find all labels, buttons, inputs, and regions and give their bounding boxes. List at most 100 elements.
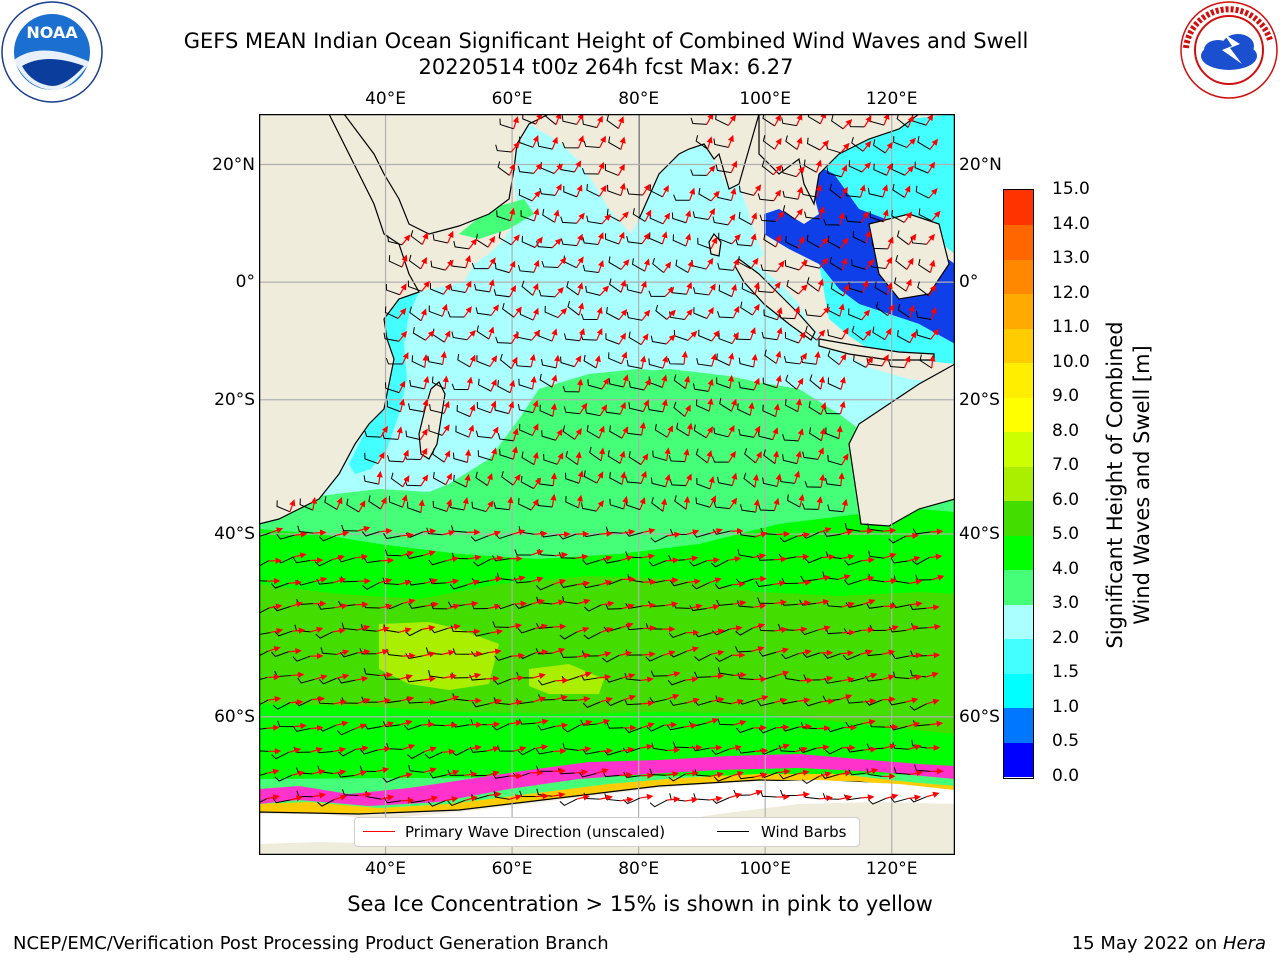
wave-arrow-head	[618, 116, 624, 124]
wave-arrow-head	[448, 748, 456, 755]
wave-arrow-head	[619, 332, 626, 340]
wind-barb	[852, 230, 867, 244]
wave-arrow-head	[470, 771, 478, 778]
wind-barb	[890, 797, 908, 803]
wind-barb	[718, 332, 733, 345]
wave-arrow-head	[839, 400, 846, 408]
wave-arrow-head	[396, 426, 403, 434]
wind-barb	[736, 600, 754, 608]
wind-barb	[609, 471, 623, 485]
wave-arrow-head	[559, 747, 567, 755]
wind-barb	[871, 242, 888, 250]
wave-arrow-head	[536, 236, 543, 244]
wave-arrow-head	[597, 471, 604, 479]
wind-barb	[274, 630, 293, 637]
wind-barb	[404, 453, 421, 460]
wind-barb	[272, 702, 291, 710]
wind-barb	[542, 208, 555, 223]
wave-arrow-head	[728, 424, 735, 433]
wave-arrow-head	[294, 747, 302, 754]
wave-arrow-head	[863, 309, 871, 317]
wave-arrow-head	[400, 330, 408, 338]
wind-barb	[589, 446, 602, 462]
wind-barb	[717, 262, 734, 271]
wave-arrow-head	[276, 627, 284, 635]
wind-barb	[447, 311, 465, 318]
wind-barb	[909, 603, 927, 610]
wind-barb	[693, 307, 708, 319]
wave-arrow-head	[761, 695, 769, 702]
wave-arrow-head	[274, 748, 282, 755]
wave-arrow-head	[606, 530, 614, 537]
wave-arrow-head	[554, 354, 561, 362]
wind-barb	[452, 452, 468, 463]
wind-barb	[917, 281, 930, 297]
wind-barb	[583, 631, 601, 640]
wind-barb	[491, 723, 510, 731]
wind-barb	[473, 558, 491, 567]
wave-arrow-head	[775, 473, 782, 481]
wave-arrow-head	[690, 722, 698, 729]
wind-barb	[603, 626, 622, 633]
wave-arrow-head	[640, 470, 647, 478]
wave-arrow-head	[889, 696, 896, 703]
wave-arrow-head	[428, 651, 436, 658]
colorbar-tick-label: 10.0	[1052, 351, 1090, 372]
wave-arrow-head	[822, 140, 829, 147]
wave-arrow-head	[429, 676, 437, 683]
wave-arrow-head	[714, 577, 722, 584]
wind-barb	[341, 524, 358, 532]
wind-barb	[848, 160, 863, 173]
wave-arrow-head	[847, 676, 855, 683]
wave-arrow-head	[577, 282, 584, 290]
wave-arrow-head	[759, 603, 767, 610]
wind-barb	[696, 358, 712, 367]
wind-barb	[609, 278, 622, 293]
wave-arrow-head	[476, 721, 483, 728]
ocean-6to7m-patch	[379, 622, 604, 694]
wave-arrow-head	[298, 627, 306, 634]
wave-arrow-head	[841, 498, 848, 506]
wind-barb	[536, 583, 554, 591]
wave-arrow-head	[446, 498, 453, 506]
wave-arrow-head	[403, 234, 411, 242]
wave-arrow-head	[847, 553, 855, 561]
wave-arrow-head	[340, 603, 348, 610]
wind-barb	[471, 262, 489, 270]
wave-arrow-head	[911, 625, 919, 632]
wave-arrow-head	[363, 648, 371, 656]
wind-barb	[843, 579, 862, 586]
wave-arrow-head	[797, 377, 804, 385]
wave-arrow-head	[713, 330, 720, 338]
wave-arrow-head	[376, 470, 383, 478]
wave-arrow-head	[604, 213, 611, 221]
wind-barb	[337, 771, 355, 778]
colorbar-title: Significant Height of Combined Wind Wave…	[1102, 275, 1162, 695]
wind-barb	[831, 114, 844, 130]
wave-arrow-head	[836, 425, 843, 433]
wind-barb	[518, 378, 533, 390]
colorbar-tick-label: 5.0	[1052, 524, 1080, 545]
wave-arrow-head	[443, 424, 450, 432]
wind-barb	[519, 136, 534, 148]
wave-arrow-head	[601, 768, 609, 775]
wind-barb	[456, 405, 471, 418]
wind-barb	[582, 748, 600, 755]
wind-barb	[432, 501, 447, 512]
wind-barb	[830, 282, 844, 297]
wind-barb	[607, 450, 621, 464]
land-madagascar	[418, 381, 446, 460]
wind-barb	[583, 470, 598, 484]
wind-barb	[784, 259, 800, 271]
wind-barb	[695, 448, 708, 464]
wave-arrow-head	[685, 233, 692, 241]
wave-arrow-head	[796, 136, 803, 144]
wave-arrow-head	[754, 425, 761, 433]
wind-barb	[426, 527, 443, 536]
wave-arrow-head	[802, 769, 810, 776]
wave-arrow-head	[554, 238, 562, 246]
wave-arrow-head	[643, 232, 650, 240]
wave-arrow-head	[673, 796, 681, 803]
wave-arrow-head	[914, 794, 922, 801]
wave-arrow-head	[775, 374, 782, 382]
